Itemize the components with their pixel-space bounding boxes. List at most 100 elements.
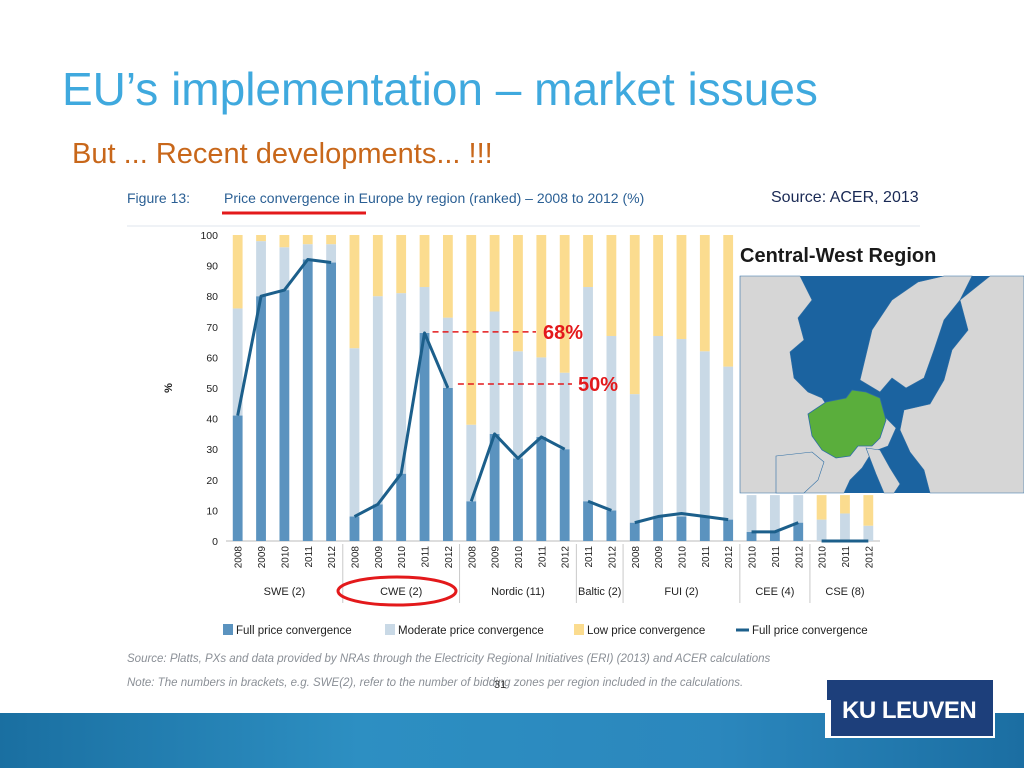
- bar-low: [326, 235, 337, 245]
- bar-moderate: [489, 311, 500, 434]
- legend-label: Moderate price convergence: [398, 625, 544, 637]
- y-tick-label: 10: [206, 505, 218, 517]
- x-tick-label-year: 2011: [421, 546, 432, 568]
- bar-full: [349, 516, 360, 541]
- bar-low: [559, 235, 570, 373]
- x-tick-label-year: 2011: [771, 546, 782, 568]
- x-tick-label-year: 2011: [304, 546, 315, 568]
- figure-title-prefix: Figure 13:: [127, 190, 190, 206]
- x-tick-label-year: 2008: [631, 546, 642, 569]
- bar-full: [559, 449, 570, 541]
- bar-moderate: [699, 351, 710, 517]
- series-line: [751, 521, 799, 534]
- bar-full: [396, 473, 407, 541]
- x-tick-label-year: 2010: [748, 546, 759, 569]
- x-tick-label-year: 2012: [561, 546, 572, 569]
- bar-full: [676, 516, 687, 541]
- map-title: Central-West Region: [740, 245, 936, 267]
- x-tick-label-year: 2008: [467, 546, 478, 569]
- bar-moderate: [863, 525, 874, 541]
- x-tick-label-year: 2010: [514, 546, 525, 569]
- bar-moderate: [232, 308, 243, 416]
- bar-full: [536, 436, 547, 541]
- x-tick-label-year: 2011: [701, 546, 712, 568]
- bar-full: [629, 522, 640, 541]
- bar-low: [536, 235, 547, 358]
- x-tick-label-year: 2010: [397, 546, 408, 569]
- bar-full: [442, 388, 453, 541]
- bar-full: [419, 332, 430, 541]
- bar-low: [489, 235, 500, 312]
- page-number: 31: [494, 679, 507, 691]
- bar-full: [769, 531, 780, 541]
- source-citation: Source: ACER, 2013: [771, 189, 919, 206]
- map-cwe-highlight: [807, 389, 887, 459]
- y-tick-label: 90: [206, 261, 218, 273]
- bar-moderate: [302, 244, 313, 260]
- bar-full: [372, 504, 383, 541]
- bar-moderate: [816, 519, 827, 541]
- x-group-label: Baltic (2): [578, 586, 621, 598]
- x-tick-label-year: 2012: [607, 546, 618, 569]
- legend-label: Full price convergence: [236, 625, 352, 637]
- bar-low: [653, 235, 664, 336]
- bar-moderate: [746, 495, 757, 532]
- bar-moderate: [513, 351, 523, 459]
- bar-full: [723, 519, 734, 541]
- bar-low: [629, 235, 640, 395]
- bar-moderate: [676, 339, 687, 517]
- bar-low: [466, 235, 477, 425]
- bar-low: [232, 235, 243, 309]
- logo-text: KU LEUVEN: [842, 697, 977, 724]
- bar-moderate: [793, 495, 804, 523]
- y-tick-label: 100: [200, 230, 218, 242]
- bar-full: [302, 259, 313, 541]
- bar-full: [256, 296, 266, 541]
- x-group-label: SWE (2): [264, 586, 306, 598]
- bars-layer: [232, 235, 874, 541]
- bar-full: [513, 458, 523, 541]
- series-line: [469, 432, 566, 502]
- bar-low: [349, 235, 360, 349]
- y-tick-label: 60: [206, 352, 218, 364]
- x-tick-label-year: 2012: [724, 546, 735, 569]
- bar-full: [326, 262, 337, 541]
- bar-low: [699, 235, 710, 352]
- map-land-scandinavia: [859, 275, 973, 393]
- cwe-highlight-ellipse: [336, 575, 458, 607]
- bar-moderate: [279, 247, 290, 291]
- series-line: [587, 499, 612, 512]
- bar-moderate: [256, 241, 266, 297]
- bar-moderate: [442, 317, 453, 388]
- x-group-label: CEE (4): [755, 586, 794, 598]
- bar-moderate: [769, 495, 780, 532]
- bar-low: [840, 495, 850, 514]
- figure-note: Note: The numbers in brackets, e.g. SWE(…: [127, 677, 743, 689]
- y-tick-label: 0: [212, 536, 218, 548]
- annotation-label-50: 50%: [578, 374, 618, 396]
- bar-full: [606, 510, 617, 541]
- bar-full: [232, 415, 243, 541]
- x-group-label: CSE (8): [825, 586, 864, 598]
- y-tick-label: 50: [206, 383, 218, 395]
- bar-full: [746, 531, 757, 541]
- x-group-label: Nordic (11): [491, 586, 545, 598]
- bar-low: [816, 495, 827, 520]
- map-land-east: [899, 275, 1024, 494]
- bar-low: [256, 235, 266, 242]
- bar-low: [396, 235, 407, 294]
- x-tick-label-year: 2009: [491, 546, 502, 569]
- chart-legend: Full price convergence Moderate price con…: [223, 624, 868, 637]
- legend-swatch-moderate: [385, 624, 395, 635]
- bar-moderate: [559, 372, 570, 450]
- bar-low: [513, 235, 523, 352]
- y-tick-label: 40: [206, 414, 218, 426]
- legend-swatch-low: [574, 624, 584, 635]
- x-tick-label-year: 2009: [654, 546, 665, 569]
- y-tick-label: 20: [206, 475, 218, 487]
- bar-low: [676, 235, 687, 340]
- x-tick-label-year: 2012: [864, 546, 875, 569]
- bar-low: [583, 235, 593, 288]
- y-tick-label: 80: [206, 291, 218, 303]
